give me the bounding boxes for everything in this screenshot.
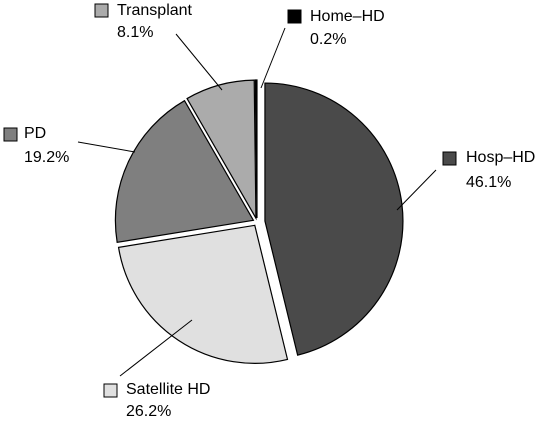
legend-swatch — [94, 3, 109, 18]
slice-label: Transplant — [117, 2, 193, 19]
slice-label: Satellite HD — [126, 381, 210, 398]
leader-line — [77, 141, 136, 153]
pie-slice — [254, 79, 258, 219]
slice-label: Hosp–HD — [466, 149, 535, 166]
leader-line — [175, 33, 223, 91]
pie-slice — [264, 82, 404, 356]
slice-label: PD — [24, 125, 46, 142]
value-label: 19.2% — [24, 149, 69, 166]
legend-swatch — [287, 9, 302, 24]
value-label: 8.1% — [117, 24, 153, 41]
legend-swatch — [3, 127, 18, 142]
value-label: 0.2% — [310, 31, 346, 48]
pie-slice — [117, 224, 289, 364]
leader-line — [119, 319, 193, 377]
value-label: 46.1% — [466, 174, 511, 191]
leader-line — [260, 27, 286, 89]
slice-label: Home–HD — [310, 8, 385, 25]
value-label: 26.2% — [126, 403, 171, 420]
pie-slice — [186, 79, 257, 221]
legend-swatch — [103, 383, 118, 398]
pie-slice — [114, 99, 255, 244]
leader-line — [396, 169, 437, 211]
legend-swatch — [442, 151, 457, 166]
